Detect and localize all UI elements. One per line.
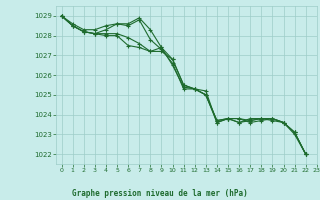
Text: Graphe pression niveau de la mer (hPa): Graphe pression niveau de la mer (hPa) [72,189,248,198]
